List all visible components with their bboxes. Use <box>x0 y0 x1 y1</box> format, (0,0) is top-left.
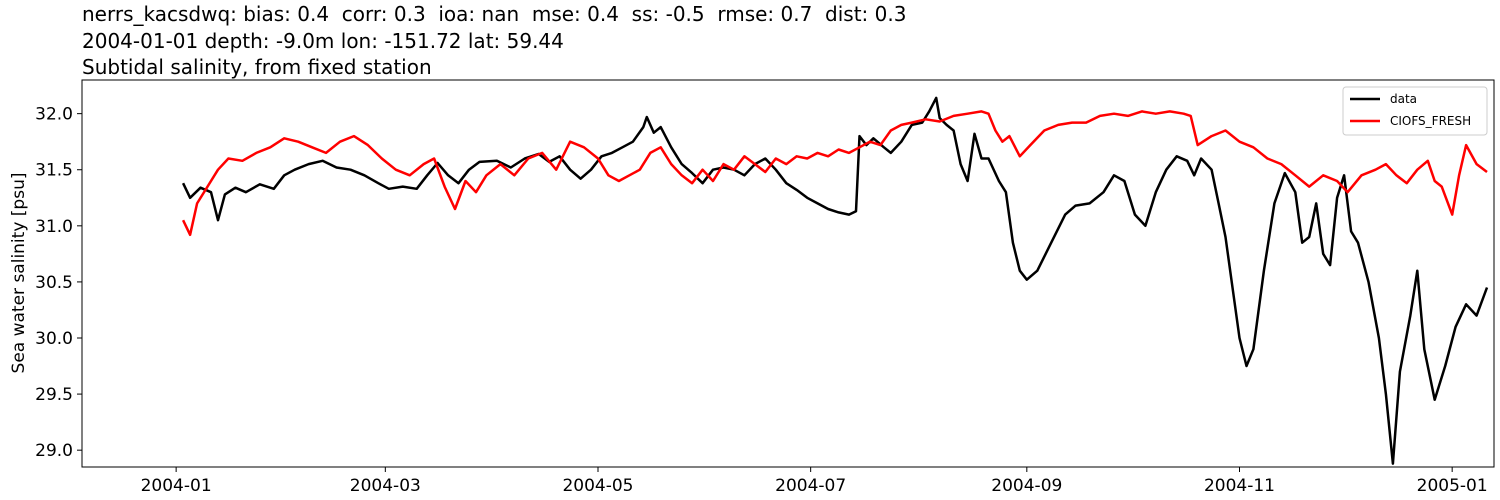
series-line-ciofs-fresh <box>181 110 1488 237</box>
x-axis: 2004-01 2004-03 2004-05 2004-07 2004-09 2004-… <box>141 467 1488 496</box>
y-axis: 29.0 29.5 30.0 30.5 31.0 31.5 32.0 <box>35 105 82 461</box>
series-layer <box>181 96 1489 465</box>
plot-area <box>82 80 1494 467</box>
x-tick-label: 2004-03 <box>350 476 421 496</box>
legend: data CIOFS_FRESH <box>1342 86 1488 136</box>
y-tick-label: 31.5 <box>35 161 73 181</box>
series-line-data <box>181 96 1489 465</box>
chart-title-description: Subtidal salinity, from fixed station <box>82 55 432 79</box>
y-tick-label: 30.5 <box>35 273 73 293</box>
y-tick-label: 31.0 <box>35 217 73 237</box>
y-tick-label: 32.0 <box>35 105 73 125</box>
x-tick-label: 2005-01 <box>1417 476 1488 496</box>
y-tick-label: 30.0 <box>35 329 73 349</box>
x-tick-label: 2004-05 <box>562 476 633 496</box>
x-tick-label: 2004-09 <box>991 476 1062 496</box>
chart-title-location: 2004-01-01 depth: -9.0m lon: -151.72 lat… <box>82 29 564 53</box>
plot-frame <box>81 79 1495 468</box>
legend-label-ciofs-fresh: CIOFS_FRESH <box>1390 114 1471 128</box>
y-tick-label: 29.5 <box>35 385 73 405</box>
chart-title-stats: nerrs_kacsdwq: bias: 0.4 corr: 0.3 ioa: … <box>82 2 907 26</box>
y-axis-label: Sea water salinity [psu] <box>9 173 29 374</box>
x-tick-label: 2004-01 <box>141 476 212 496</box>
x-tick-label: 2004-07 <box>775 476 846 496</box>
legend-label-data: data <box>1390 92 1417 106</box>
y-tick-label: 29.0 <box>35 441 73 461</box>
x-tick-label: 2004-11 <box>1204 476 1275 496</box>
